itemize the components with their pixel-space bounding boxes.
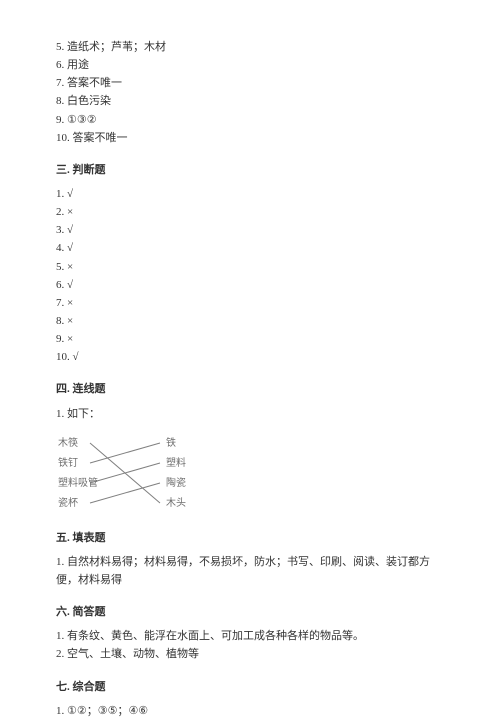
match-left-label: 铁钉	[58, 456, 78, 469]
composite-item: 1. ①②；③⑤；④⑥	[56, 702, 444, 720]
answer-block-top: 5. 造纸术；芦苇；木材 6. 用途 7. 答案不唯一 8. 白色污染 9. ①…	[56, 38, 444, 147]
section-5-body: 1. 自然材料易得；材料易得，不易损坏，防水；书写、印刷、阅读、装订都方便，材料…	[56, 553, 444, 589]
answer-line: 8. 白色污染	[56, 92, 444, 110]
section-5-heading: 五. 填表题	[56, 529, 444, 547]
section-3-body: 1. √ 2. × 3. √ 4. √ 5. × 6. √ 7. × 8. × …	[56, 185, 444, 366]
match-edge	[90, 483, 160, 503]
section-4-heading: 四. 连线题	[56, 380, 444, 398]
match-edge	[90, 443, 160, 463]
match-left-label: 木筷	[58, 436, 78, 449]
tf-item: 9. ×	[56, 330, 444, 348]
tf-item: 6. √	[56, 276, 444, 294]
tf-item: 3. √	[56, 221, 444, 239]
match-edge	[90, 463, 160, 483]
match-right-label: 木头	[166, 497, 186, 509]
match-right-label: 塑料	[166, 456, 186, 469]
tf-item: 2. ×	[56, 203, 444, 221]
matching-diagram: 木筷铁钉塑料吸管瓷杯 铁塑料陶瓷木头	[56, 433, 444, 515]
section-6-heading: 六. 简答题	[56, 603, 444, 621]
tf-item: 10. √	[56, 348, 444, 366]
section-4-intro: 1. 如下：	[56, 405, 444, 423]
tf-item: 4. √	[56, 239, 444, 257]
section-7-heading: 七. 综合题	[56, 678, 444, 696]
short-answer-item: 1. 有条纹、黄色、能浮在水面上、可加工成各种各样的物品等。	[56, 627, 444, 645]
answer-line: 5. 造纸术；芦苇；木材	[56, 38, 444, 56]
section-7-body: 1. ①②；③⑤；④⑥	[56, 702, 444, 720]
answer-line: 6. 用途	[56, 56, 444, 74]
section-6-body: 1. 有条纹、黄色、能浮在水面上、可加工成各种各样的物品等。 2. 空气、土壤、…	[56, 627, 444, 663]
match-left-label: 瓷杯	[58, 496, 78, 509]
tf-item: 8. ×	[56, 312, 444, 330]
answer-line: 7. 答案不唯一	[56, 74, 444, 92]
match-left-label: 塑料吸管	[58, 476, 98, 489]
tf-item: 7. ×	[56, 294, 444, 312]
tf-item: 1. √	[56, 185, 444, 203]
match-right-label: 陶瓷	[166, 476, 186, 489]
answer-line: 10. 答案不唯一	[56, 129, 444, 147]
tf-item: 5. ×	[56, 258, 444, 276]
section-3-heading: 三. 判断题	[56, 161, 444, 179]
short-answer-item: 2. 空气、土壤、动物、植物等	[56, 645, 444, 663]
fill-item: 1. 自然材料易得；材料易得，不易损坏，防水；书写、印刷、阅读、装订都方便，材料…	[56, 553, 444, 589]
answer-line: 9. ①③②	[56, 111, 444, 129]
matching-svg: 木筷铁钉塑料吸管瓷杯 铁塑料陶瓷木头	[56, 433, 206, 515]
match-right-label: 铁	[166, 436, 176, 449]
